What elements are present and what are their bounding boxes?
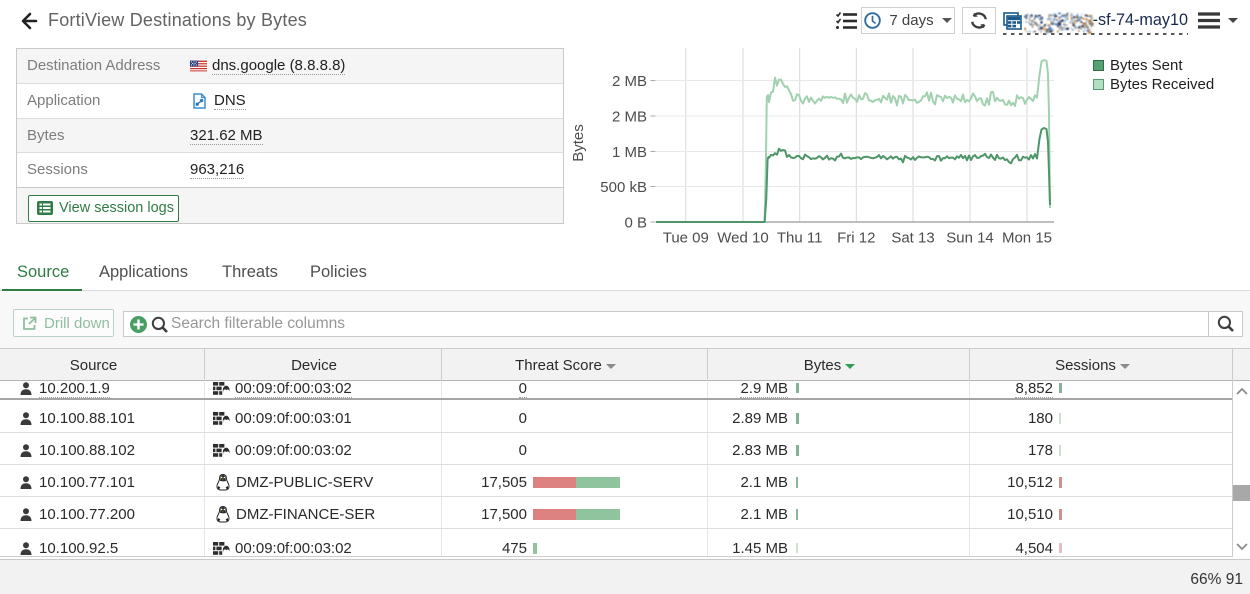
svg-text:2 MB: 2 MB: [612, 73, 647, 90]
svg-text:Sun 14: Sun 14: [946, 230, 994, 247]
svg-text:1 MB: 1 MB: [612, 144, 647, 161]
svg-text:2 MB: 2 MB: [612, 109, 647, 126]
svg-text:Wed 10: Wed 10: [717, 230, 768, 247]
svg-text:0 B: 0 B: [624, 215, 647, 232]
svg-text:Thu 11: Thu 11: [777, 230, 823, 247]
svg-text:Mon 15: Mon 15: [1002, 230, 1052, 247]
svg-text:Bytes: Bytes: [570, 124, 587, 162]
svg-text:500 kB: 500 kB: [600, 179, 647, 196]
svg-text:Fri 12: Fri 12: [837, 230, 875, 247]
svg-text:Tue 09: Tue 09: [663, 230, 709, 247]
svg-text:Sat 13: Sat 13: [891, 230, 934, 247]
